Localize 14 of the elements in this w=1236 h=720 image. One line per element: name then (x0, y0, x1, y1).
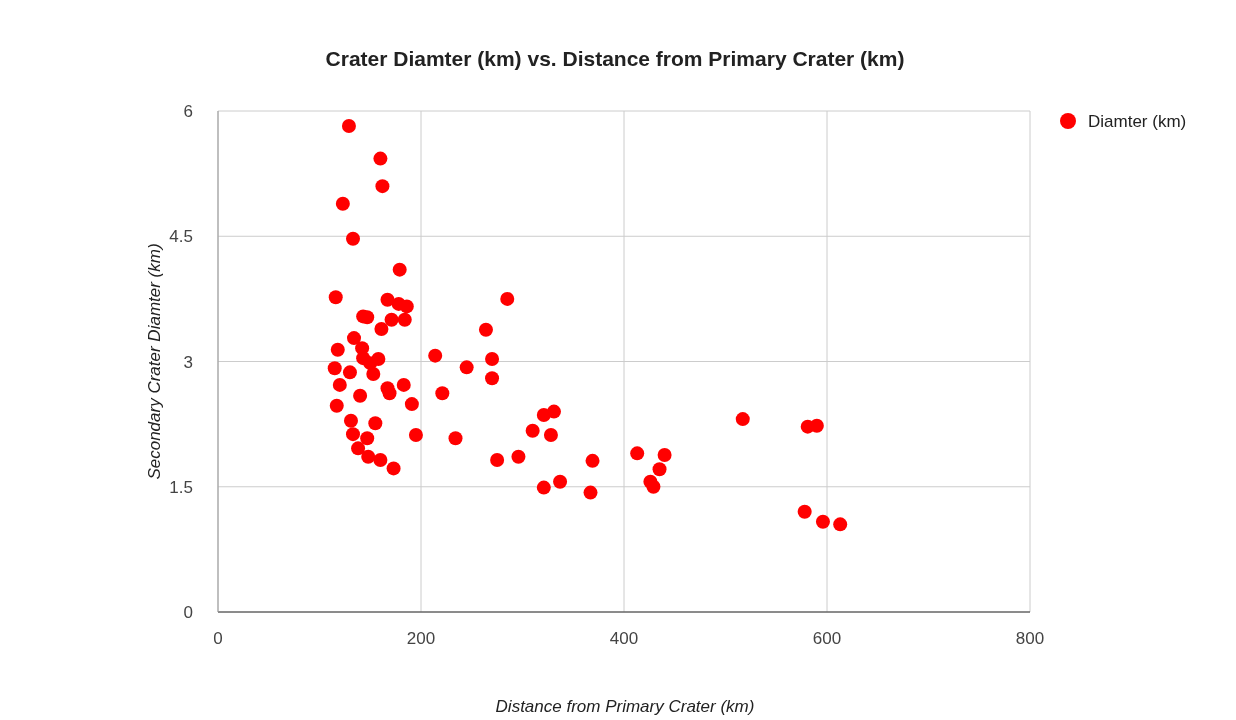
x-tick-label: 0 (213, 629, 223, 648)
y-tick-label: 3 (183, 352, 193, 372)
y-tick-label: 1.5 (169, 477, 193, 497)
x-tick-label: 800 (1015, 629, 1045, 648)
chart-title: Crater Diamter (km) vs. Distance from Primary Crater (km) (325, 47, 905, 70)
y-tick-label: 6 (183, 102, 193, 121)
y-tick-label: 4.5 (169, 227, 193, 247)
y-axis-title: Secondary Crater Diamter (km) (145, 243, 164, 480)
x-axis-title: Distance from Primary Crater (km) (495, 697, 755, 716)
y-tick-label: 0 (183, 603, 193, 622)
x-tick-label: 600 (812, 629, 842, 648)
x-tick-label: 200 (406, 629, 436, 648)
legend-label: Diamter (km) (1088, 112, 1187, 131)
x-tick-label: 400 (609, 629, 639, 648)
